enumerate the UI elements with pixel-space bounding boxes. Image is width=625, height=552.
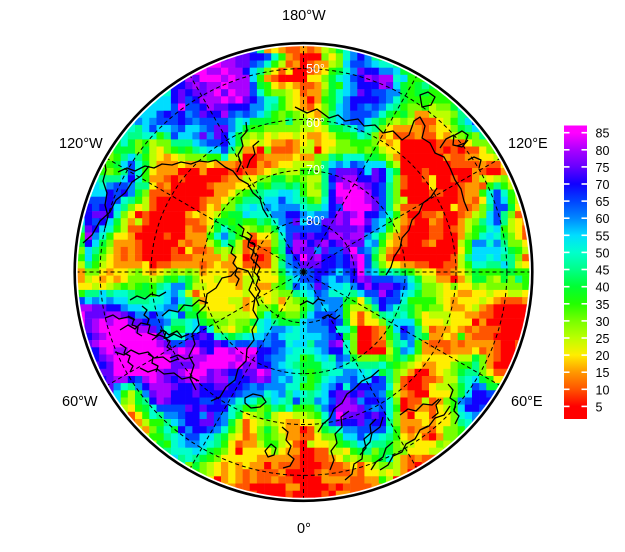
svg-text:20: 20 [596, 349, 610, 363]
svg-text:85: 85 [596, 127, 610, 141]
svg-text:25: 25 [596, 332, 610, 346]
svg-text:50: 50 [596, 246, 610, 260]
svg-text:45: 45 [596, 264, 610, 278]
svg-text:60: 60 [596, 212, 610, 226]
svg-text:65: 65 [596, 195, 610, 209]
svg-text:60°: 60° [306, 116, 325, 130]
svg-text:15: 15 [596, 366, 610, 380]
svg-text:55: 55 [596, 229, 610, 243]
svg-text:80: 80 [596, 144, 610, 158]
svg-text:35: 35 [596, 298, 610, 312]
svg-text:10: 10 [596, 383, 610, 397]
svg-text:80°: 80° [306, 214, 325, 228]
svg-text:70: 70 [596, 178, 610, 192]
svg-text:50°: 50° [306, 62, 325, 76]
svg-text:70°: 70° [306, 163, 325, 177]
svg-text:30: 30 [596, 315, 610, 329]
svg-text:40: 40 [596, 281, 610, 295]
svg-text:75: 75 [596, 161, 610, 175]
svg-text:5: 5 [596, 400, 603, 414]
